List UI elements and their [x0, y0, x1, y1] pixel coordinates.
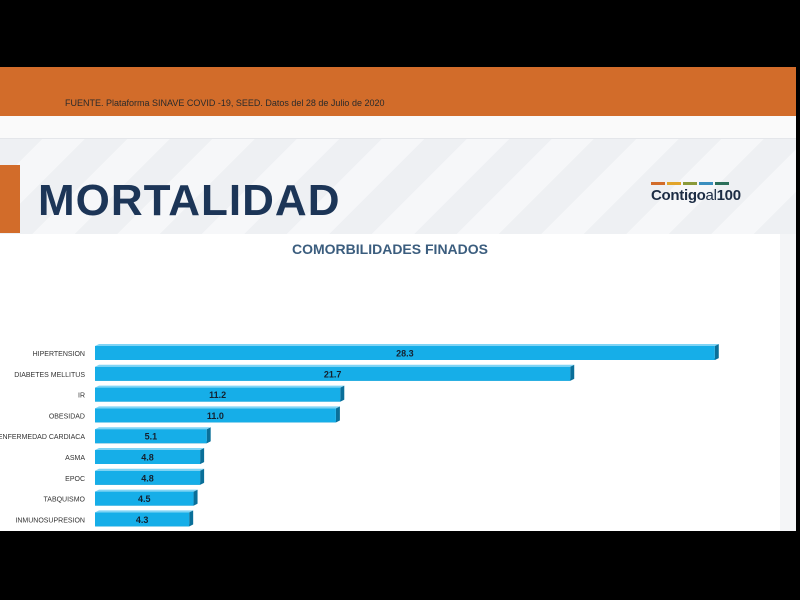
orange-accent-tab [0, 165, 20, 233]
category-label: EPOC [65, 476, 85, 483]
separator-band [0, 116, 796, 139]
bar-value-label: 5.1 [145, 432, 158, 442]
bar-top-face [95, 489, 198, 492]
category-label: TABQUISMO [44, 497, 86, 504]
bar-top-face [95, 448, 205, 450]
bar-value-label: 4.8 [141, 473, 154, 483]
bar-top-face [95, 427, 211, 430]
bar-side-face [570, 364, 575, 381]
bar-value-label: 11.0 [207, 411, 224, 421]
bar-side-face [714, 344, 719, 360]
logo-bar [683, 182, 697, 185]
logo-text: Contigoal100 [651, 187, 741, 204]
logo-bar [715, 182, 729, 185]
bar-top-face [95, 510, 194, 513]
logo-word: al [705, 187, 717, 204]
bar [95, 346, 715, 360]
logo-bar [699, 182, 713, 185]
chart-title: COMORBILIDADES FINADOS [292, 241, 488, 257]
bar-side-face [206, 427, 211, 444]
bar-side-face [200, 468, 205, 485]
bar-top-face [95, 364, 575, 367]
top-banner: FUENTE. Plataforma SINAVE COVID -19, SEE… [0, 67, 796, 116]
bar [95, 366, 571, 381]
chart-panel: COMORBILIDADES FINADOS 28.3 HIPERTENSION 2… [0, 234, 780, 531]
logo-word: Contigo [651, 187, 706, 204]
bar-top-face [95, 468, 205, 471]
contigo-al-100-logo: Contigoal100 [650, 182, 760, 214]
bar-side-face [189, 510, 194, 527]
bar-chart: 28.3 HIPERTENSION 21.7 DIABETES MELLITUS 11.… [0, 344, 719, 527]
bar [95, 429, 207, 444]
bar-side-face [200, 448, 205, 464]
bar-side-face [335, 406, 340, 423]
bar-value-label: 4.5 [138, 494, 151, 504]
bar [95, 470, 201, 485]
bar-value-label: 28.3 [396, 349, 414, 359]
bar [95, 512, 190, 527]
presentation-slide: FUENTE. Plataforma SINAVE COVID -19, SEE… [0, 67, 796, 531]
title-area: MORTALIDAD Contigoal100 [0, 139, 796, 234]
bar-top-face [95, 344, 719, 346]
category-label: ENFERMEDAD CARDIACA [0, 434, 85, 441]
source-note: FUENTE. Plataforma SINAVE COVID -19, SEE… [65, 98, 385, 108]
bar [95, 387, 341, 402]
category-label: OBESIDAD [49, 413, 85, 420]
bar-top-face [95, 406, 340, 409]
bar [95, 408, 336, 423]
logo-bar [651, 182, 665, 185]
category-label: HIPERTENSION [33, 351, 85, 358]
category-label: INMUNOSUPRESION [15, 517, 85, 524]
bar-value-label: 4.8 [141, 453, 154, 463]
bar-value-label: 11.2 [209, 390, 226, 400]
category-label: ASMA [65, 455, 85, 462]
category-label: IR [78, 393, 85, 400]
bar-side-face [340, 385, 345, 402]
bar-value-label: 4.3 [136, 515, 149, 525]
bar-top-face [95, 385, 345, 388]
page-title: MORTALIDAD [38, 176, 341, 225]
bar [95, 491, 194, 506]
bar [95, 450, 201, 464]
bar-value-label: 21.7 [324, 369, 342, 379]
logo-color-bars [651, 182, 729, 185]
bar-side-face [193, 489, 198, 506]
logo-word: 100 [716, 187, 741, 204]
category-label: DIABETES MELLITUS [14, 372, 85, 379]
logo-bar [667, 182, 681, 185]
